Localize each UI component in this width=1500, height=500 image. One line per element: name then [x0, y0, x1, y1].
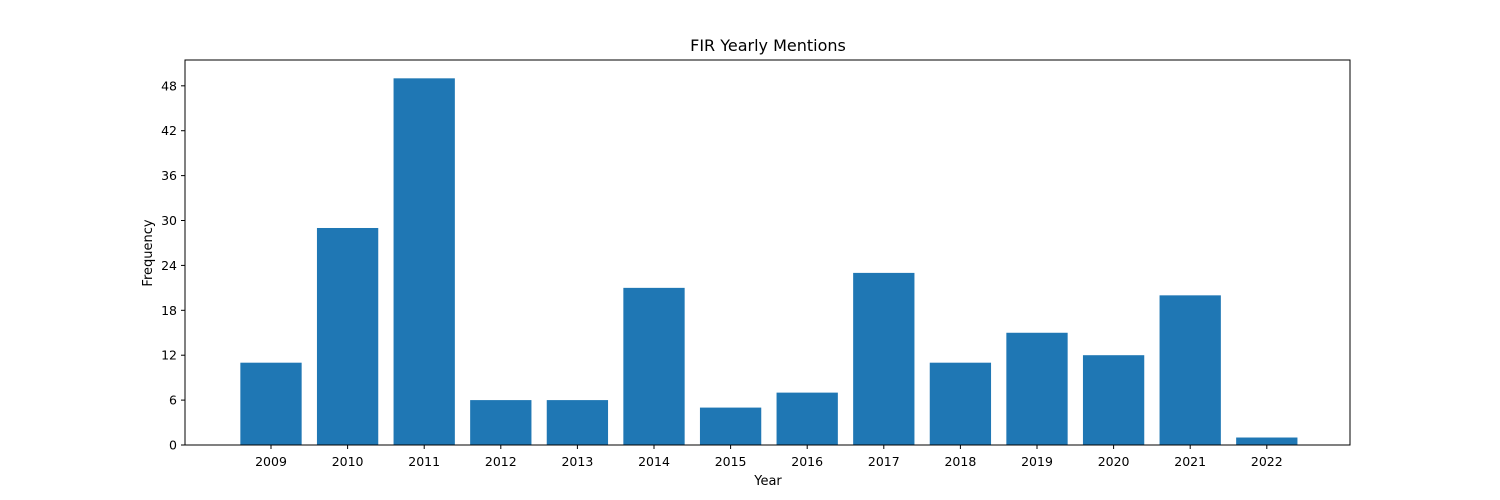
bar-2019: [1006, 332, 1068, 445]
x-tick-label-2017: 2017: [868, 454, 900, 469]
x-tick-label-2011: 2011: [408, 454, 440, 469]
bar-2012: [470, 400, 532, 445]
bar-2011: [393, 78, 455, 445]
y-tick-label-12: 12: [161, 348, 177, 363]
bar-2009: [240, 362, 302, 445]
bar-2015: [699, 407, 762, 445]
y-tick-label-24: 24: [161, 258, 177, 273]
x-tick-label-2020: 2020: [1098, 454, 1130, 469]
y-tick-label-48: 48: [161, 78, 177, 93]
x-tick-label-2012: 2012: [485, 454, 517, 469]
x-tick-label-2014: 2014: [638, 454, 670, 469]
y-tick-label-30: 30: [161, 213, 177, 228]
bar-2021: [1159, 295, 1221, 445]
x-tick-label-2015: 2015: [715, 454, 747, 469]
bar-2020: [1082, 355, 1145, 445]
plot-frame: [184, 59, 1351, 446]
bar-2010: [316, 227, 379, 445]
x-tick-label-2016: 2016: [791, 454, 823, 469]
bar-2018: [929, 362, 992, 445]
x-tick-label-2019: 2019: [1021, 454, 1053, 469]
bar-2014: [623, 287, 685, 445]
x-tick-label-2022: 2022: [1251, 454, 1283, 469]
x-tick-label-2010: 2010: [332, 454, 364, 469]
y-tick-label-6: 6: [169, 393, 177, 408]
bars-group: [240, 78, 1298, 445]
y-tick-label-0: 0: [169, 438, 177, 453]
x-tick-label-2018: 2018: [944, 454, 976, 469]
bar-2017: [853, 272, 915, 445]
x-tick-label-2013: 2013: [561, 454, 593, 469]
y-tick-label-36: 36: [161, 168, 177, 183]
x-tick-label-2009: 2009: [255, 454, 287, 469]
y-axis-ticks: 0 6 12 18 24 30 36 42 48: [161, 78, 185, 453]
bar-2022: [1236, 437, 1298, 445]
x-tick-label-2021: 2021: [1174, 454, 1206, 469]
bar-2013: [546, 400, 609, 445]
y-tick-label-42: 42: [161, 123, 177, 138]
x-axis-label: Year: [753, 474, 782, 489]
x-axis-ticks: 2009 2010 2011 2012 2013 2014 2015 2016 2017 2018…: [255, 445, 1283, 469]
chart-title: FIR Yearly Mentions: [690, 36, 846, 55]
y-axis-label: Frequency: [141, 219, 156, 286]
bar-2016: [776, 392, 838, 445]
y-tick-label-18: 18: [161, 303, 177, 318]
